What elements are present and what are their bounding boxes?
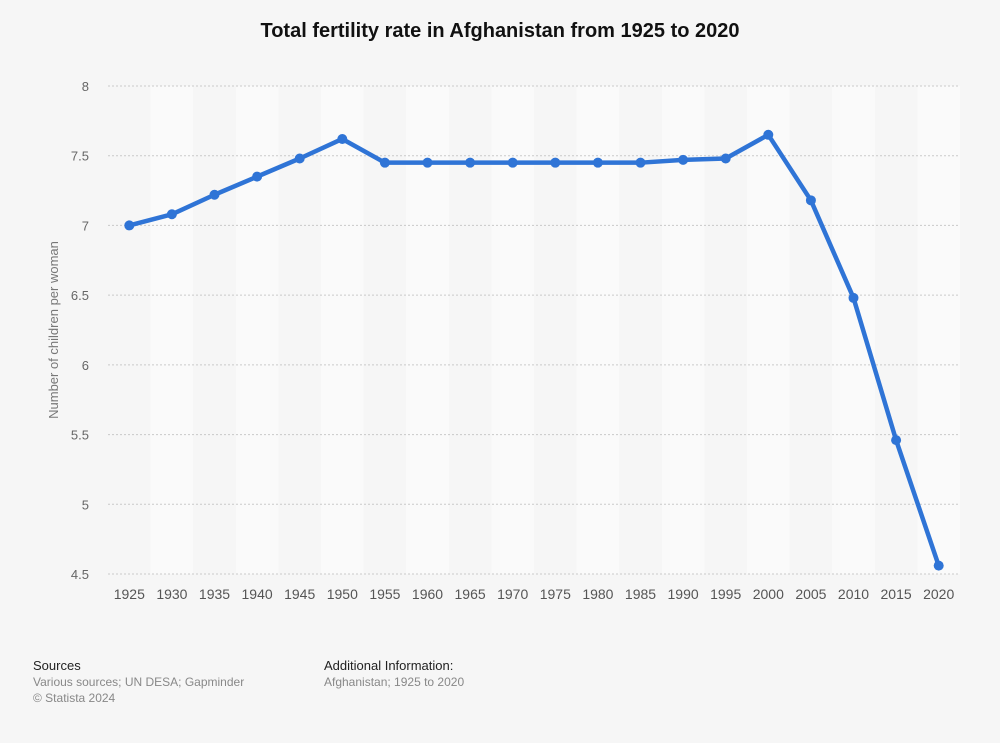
y-axis-label: Number of children per woman <box>46 241 61 419</box>
data-point[interactable] <box>507 157 518 168</box>
x-tick-label: 2020 <box>923 586 954 602</box>
chart-title: Total fertility rate in Afghanistan from… <box>260 20 740 42</box>
data-point[interactable] <box>848 292 859 303</box>
x-tick-label: 1980 <box>582 586 613 602</box>
y-tick-label: 5 <box>82 497 89 512</box>
data-point[interactable] <box>337 133 348 144</box>
y-tick-label: 6.5 <box>71 288 89 303</box>
x-tick-label: 1960 <box>412 586 443 602</box>
y-tick-label: 6 <box>82 358 89 373</box>
data-point[interactable] <box>294 153 305 164</box>
sources-text: Various sources; UN DESA; Gapminder <box>33 675 245 689</box>
y-tick-label: 8 <box>82 79 89 94</box>
x-tick-label: 1965 <box>455 586 486 602</box>
additional-info-block: Additional Information: Afghanistan; 192… <box>324 657 624 690</box>
x-tick-label: 2000 <box>753 586 784 602</box>
y-tick-label: 5.5 <box>71 428 89 443</box>
x-tick-label: 1985 <box>625 586 656 602</box>
column-band <box>661 86 705 574</box>
y-tick-label: 7 <box>82 218 89 233</box>
series-line <box>127 132 941 568</box>
column-band <box>321 86 364 574</box>
x-tick-label: 1945 <box>284 586 315 602</box>
x-tick-label: 1955 <box>369 586 400 602</box>
data-point[interactable] <box>422 157 433 168</box>
y-axis-ticks: 4.5 5 5.5 6 6.5 7 7.5 8 <box>71 79 89 582</box>
data-point[interactable] <box>933 560 944 571</box>
x-tick-label: 1995 <box>710 586 741 602</box>
x-tick-label: 1940 <box>242 586 273 602</box>
x-tick-label: 1970 <box>497 586 528 602</box>
x-tick-label: 1930 <box>156 586 187 602</box>
data-point[interactable] <box>763 129 774 140</box>
x-axis-ticks: 1925 1930 1935 1940 1945 1950 1955 1960 1965 1970… <box>114 586 955 602</box>
data-point[interactable] <box>592 157 603 168</box>
data-point[interactable] <box>124 220 135 231</box>
column-band <box>235 86 279 574</box>
y-tick-label: 4.5 <box>71 567 89 582</box>
column-bands <box>150 86 960 574</box>
x-tick-label: 2010 <box>838 586 869 602</box>
column-band <box>150 86 194 574</box>
x-tick-label: 1975 <box>540 586 571 602</box>
column-band <box>747 86 790 574</box>
data-point[interactable] <box>720 153 731 164</box>
sources-block: Sources Various sources; UN DESA; Gapmin… <box>33 657 313 706</box>
data-point[interactable] <box>166 209 177 220</box>
data-point[interactable] <box>209 189 220 200</box>
column-band <box>832 86 875 574</box>
gridlines <box>108 85 960 575</box>
x-tick-label: 2005 <box>795 586 826 602</box>
additional-info-text: Afghanistan; 1925 to 2020 <box>324 675 465 689</box>
additional-info-label: Additional Information: <box>324 658 454 673</box>
series-line-group <box>124 129 944 571</box>
data-point[interactable] <box>252 171 263 182</box>
data-point[interactable] <box>805 195 816 206</box>
x-tick-label: 1990 <box>668 586 699 602</box>
sources-label: Sources <box>33 658 81 673</box>
x-tick-label: 1925 <box>114 586 145 602</box>
data-point[interactable] <box>465 157 476 168</box>
data-point[interactable] <box>550 157 561 168</box>
column-band <box>917 86 960 574</box>
data-point[interactable] <box>891 435 902 446</box>
data-point[interactable] <box>635 157 646 168</box>
copyright-text: © Statista 2024 <box>33 691 116 705</box>
x-tick-label: 1935 <box>199 586 230 602</box>
data-point[interactable] <box>379 157 390 168</box>
data-point[interactable] <box>678 154 689 165</box>
y-tick-label: 7.5 <box>71 149 89 164</box>
x-tick-label: 1950 <box>327 586 358 602</box>
x-tick-label: 2015 <box>881 586 912 602</box>
